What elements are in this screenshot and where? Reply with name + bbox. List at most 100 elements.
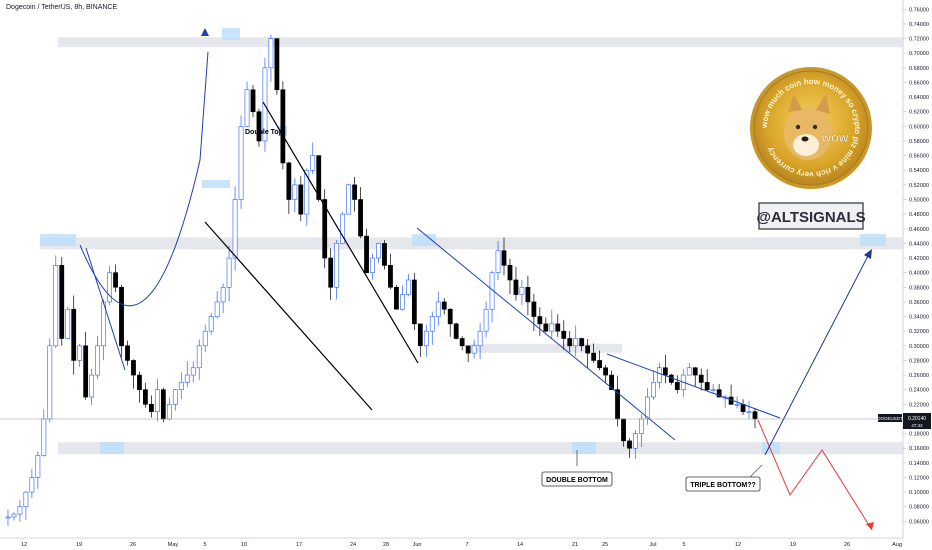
zone-highlight <box>202 180 230 188</box>
bull-projection-arrow <box>864 249 872 259</box>
candle-body <box>447 308 453 325</box>
candle-body <box>662 367 668 376</box>
annotations: Double Top DOUBLE BOTTOM TRIPLE BOTTOM?? <box>245 129 763 492</box>
y-tick-label: 0.50000 <box>909 198 929 204</box>
x-tick-label: Jun <box>413 542 422 548</box>
trendline-early <box>85 247 126 371</box>
y-tick-label: 0.48000 <box>909 212 929 218</box>
y-tick-label: 0.66000 <box>909 80 929 86</box>
candle-body <box>268 38 274 69</box>
candle-body <box>334 243 340 288</box>
y-tick-label: 0.24000 <box>909 388 929 394</box>
y-tick-label: 0.44000 <box>909 241 929 247</box>
candle-body <box>226 257 232 288</box>
bear-projection-path <box>757 419 873 531</box>
candle-body <box>11 513 17 518</box>
candle-body <box>597 360 603 369</box>
triple-bottom-pointer <box>749 464 763 478</box>
candle-body <box>154 389 160 412</box>
candle-body <box>35 455 41 478</box>
doge-nose <box>801 136 809 142</box>
double-top-label: Double Top <box>245 129 283 136</box>
zone-highlight <box>762 442 780 454</box>
candle-body <box>280 89 286 164</box>
zone-highlight <box>860 234 886 246</box>
trendline-descending-major <box>416 227 676 441</box>
x-tick-label: 17 <box>296 542 302 548</box>
candle-body <box>579 338 585 347</box>
candle-body <box>107 272 112 303</box>
candle-body <box>196 345 202 369</box>
candle-body <box>232 199 238 259</box>
y-tick-label: 0.72000 <box>909 37 929 43</box>
bull-projection-path <box>764 251 871 456</box>
candle-body <box>698 374 704 383</box>
double-bottom-box <box>541 471 613 487</box>
candle-body <box>5 516 11 519</box>
chart-title: Dogecoin / TetherUS, 8h, BINANCE <box>6 4 118 11</box>
candle-body <box>244 89 250 127</box>
x-tick-label: 19 <box>76 542 82 548</box>
candle-body <box>328 257 334 288</box>
candle-body <box>208 316 214 332</box>
y-tick-label: 0.46000 <box>909 227 929 233</box>
candle-body <box>686 367 692 376</box>
y-tick-label: 0.68000 <box>909 66 929 72</box>
y-tick-label: 0.70000 <box>909 51 929 57</box>
price-symbol-tag <box>878 414 902 422</box>
candle-body <box>555 323 561 332</box>
candle-body <box>143 389 148 405</box>
zone-highlight <box>40 234 76 246</box>
candle-body <box>125 345 130 361</box>
candle-body <box>119 286 124 347</box>
x-tick-label: May <box>168 542 179 548</box>
candle-body <box>633 433 638 449</box>
y-tick-label: 0.22000 <box>909 402 929 408</box>
trend-lines <box>79 28 781 441</box>
candle-body <box>591 352 597 361</box>
candle-body <box>250 89 256 113</box>
zone-band <box>58 37 903 48</box>
candle-body <box>746 411 752 413</box>
candle-body <box>710 389 716 391</box>
candle-body <box>549 323 555 332</box>
coin-center-text: WOW <box>822 134 849 145</box>
dogecoin-logo: wow much coin how money so crypto plz mi… <box>750 67 872 189</box>
x-tick-label: 5 <box>203 542 206 548</box>
brand-handle-box <box>758 202 864 230</box>
x-tick-label: 12 <box>21 542 27 548</box>
candle-body <box>621 418 626 442</box>
price-value-text: 0.20140 <box>908 416 926 422</box>
trendline-upper-channel <box>262 101 419 364</box>
candle-body <box>543 323 549 332</box>
candle-body <box>400 294 405 310</box>
candle-body <box>537 316 543 325</box>
x-tick-label: Aug <box>892 542 902 548</box>
brand-handle-text: @ALTSIGNALS <box>756 209 865 226</box>
candle-body <box>190 367 196 376</box>
price-symbol-text: DOGEUSDT <box>877 416 903 421</box>
candle-body <box>286 162 292 200</box>
doge-snout <box>793 134 819 156</box>
candle-body <box>358 199 363 237</box>
y-tick-label: 0.26000 <box>909 373 929 379</box>
candle-body <box>471 345 477 354</box>
candle-body <box>53 265 59 347</box>
x-tick-label: 21 <box>572 542 578 548</box>
x-tick-label: 26 <box>844 542 850 548</box>
candle-body <box>740 404 746 412</box>
candle-body <box>567 338 573 347</box>
x-tick-label: 14 <box>517 542 523 548</box>
double-bottom-label: DOUBLE BOTTOM <box>546 477 608 484</box>
candle-body <box>411 279 417 325</box>
candle-body <box>298 184 304 215</box>
candle-body <box>507 265 513 281</box>
candle-body <box>322 199 328 259</box>
candle-body <box>202 330 208 347</box>
x-tick-label: 24 <box>350 542 356 548</box>
candle-body <box>752 411 758 420</box>
x-tick-label: Jul <box>649 542 656 548</box>
candle-body <box>47 345 53 420</box>
candle-body <box>453 323 459 339</box>
candle-body <box>382 243 387 266</box>
